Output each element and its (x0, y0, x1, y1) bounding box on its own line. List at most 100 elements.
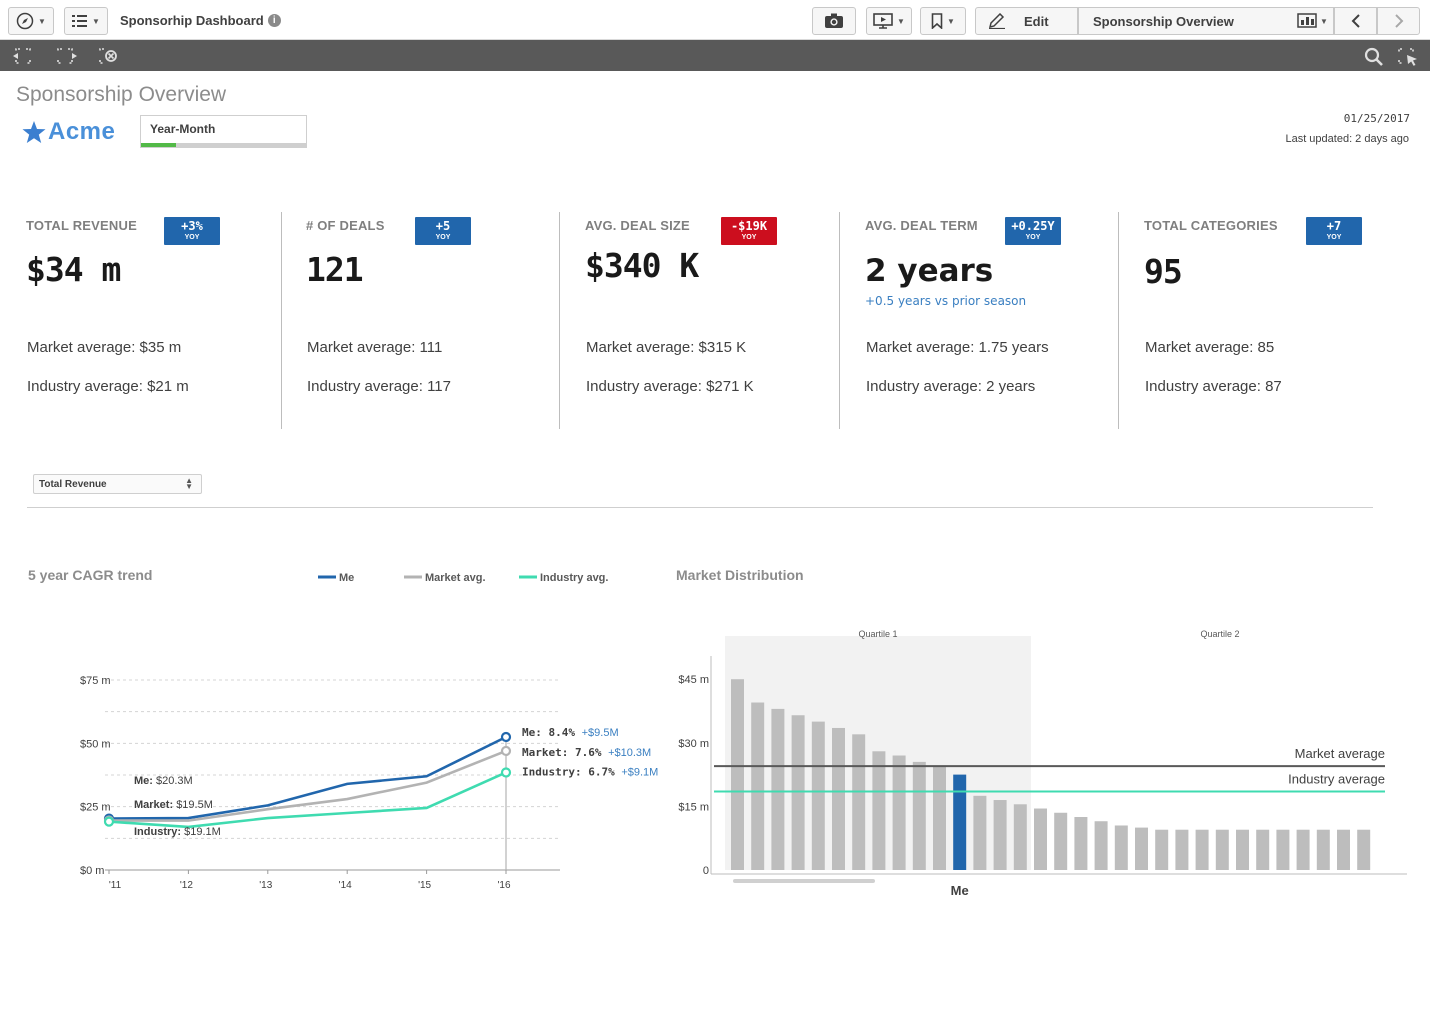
distribution-bar (791, 715, 805, 870)
kpi-number-of-deals: # OF DEALS +5 YOY 121 Market average: 111… (306, 210, 546, 430)
start-label-name: Market: (134, 799, 176, 811)
quartile-label: Quartile 2 (1200, 629, 1239, 639)
chevron-down-icon: ▼ (92, 16, 100, 26)
distribution-bar (832, 727, 845, 870)
clear-selections-icon[interactable] (96, 46, 120, 66)
yoy-badge: +3% YOY (164, 217, 220, 245)
badge-suffix: YOY (435, 234, 451, 241)
distribution-bar (771, 708, 785, 870)
distribution-bar (912, 761, 926, 870)
chevron-down-icon: ▼ (947, 16, 955, 26)
x-tick-label: '14 (339, 880, 352, 891)
next-sheet-button[interactable] (1377, 7, 1420, 35)
info-icon[interactable]: i (267, 14, 281, 27)
distribution-bar (811, 721, 825, 870)
sheet-list-button[interactable]: ▼ (64, 7, 108, 35)
pencil-icon (988, 13, 1005, 29)
kpi-label: AVG. DEAL TERM (865, 218, 978, 233)
kpi-market-average: Market average: 1.75 years (866, 339, 1049, 356)
market-distribution-chart[interactable]: Quartile 1 Quartile 2 0 $15 m $30 m $45 m Me Ma… (665, 620, 1410, 905)
sheet-grid-icon (1297, 13, 1317, 28)
measure-select[interactable]: Total Revenue ▲ ▼ (33, 474, 202, 494)
chevron-down-icon: ▼ (897, 16, 905, 26)
distribution-bar (1195, 829, 1209, 870)
reference-line-label: Industry average (1288, 772, 1385, 787)
previous-sheet-button[interactable] (1334, 7, 1377, 35)
badge-value: +0.25Y (1011, 219, 1055, 233)
kpi-divider (281, 212, 282, 429)
yoy-badge: +0.25Y YOY (1005, 217, 1061, 245)
selection-back-icon[interactable] (12, 46, 36, 66)
distribution-bar (993, 800, 1007, 870)
star-icon (22, 121, 46, 143)
series-start-label: Industry: $19.1M (134, 826, 221, 838)
search-icon[interactable] (1362, 46, 1386, 66)
snapshot-button[interactable] (812, 7, 856, 35)
cagr-trend-chart[interactable]: Me Market avg. Industry avg. $0 m $25 m $50 m… (0, 560, 670, 905)
sheet-selector[interactable]: Sponsorship Overview ▼ (1078, 7, 1334, 35)
kpi-value: $34 m (26, 250, 121, 289)
line-chart-title: 5 year CAGR trend (28, 567, 153, 583)
end-label-delta: +$10.3M (608, 747, 651, 759)
list-icon (72, 15, 88, 27)
start-label-value: $19.5M (176, 799, 213, 811)
kpi-industry-average: Industry average: 87 (1145, 378, 1282, 395)
x-tick-label: '12 (180, 880, 193, 891)
series-end-point (500, 745, 512, 757)
series-line (109, 749, 507, 822)
badge-suffix: YOY (1326, 234, 1342, 241)
distribution-bar (1034, 808, 1047, 870)
start-label-name: Industry: (134, 826, 184, 838)
chart-scrollbar (733, 879, 875, 883)
measure-select-value: Total Revenue (39, 479, 107, 490)
bookmark-button[interactable]: ▼ (920, 7, 966, 35)
chevron-left-icon (1351, 14, 1360, 28)
kpi-industry-average: Industry average: 2 years (866, 378, 1036, 395)
legend-label: Me (339, 572, 354, 584)
kpi-market-average: Market average: 85 (1145, 339, 1275, 356)
compass-icon (16, 12, 34, 30)
distribution-bar (892, 755, 906, 870)
end-label-delta: +$9.1M (621, 766, 658, 778)
distribution-bar (731, 679, 744, 870)
year-month-filter[interactable]: Year-Month (140, 115, 307, 148)
distribution-bar (1296, 829, 1310, 870)
y-tick-label: $0 m (80, 865, 104, 877)
legend-label: Market avg. (425, 572, 486, 584)
app-title-text: Sponsorhip Dashboard (120, 13, 264, 28)
distribution-bar (973, 795, 987, 870)
present-button[interactable]: ▼ (866, 7, 912, 35)
y-tick-label: $50 m (80, 738, 111, 750)
kpi-label: TOTAL REVENUE (26, 218, 137, 233)
kpi-total-categories: TOTAL CATEGORIES +7 YOY 95 Market average… (1144, 210, 1384, 430)
series-start-label: Market: $19.5M (134, 799, 213, 811)
distribution-bar (1013, 804, 1027, 870)
navigation-menu-button[interactable]: ▼ (8, 7, 54, 35)
series-start-label: Me: $20.3M (134, 775, 193, 787)
section-divider (27, 507, 1373, 508)
select-arrows-icon: ▲ ▼ (185, 476, 193, 491)
chevron-down-icon: ▼ (38, 16, 46, 26)
kpi-avg-deal-size: AVG. DEAL SIZE -$19K YOY $340 K Market av… (585, 210, 825, 430)
kpi-value: 121 (306, 250, 364, 289)
chevron-down-icon: ▼ (1320, 17, 1328, 26)
badge-suffix: YOY (741, 234, 757, 241)
x-tick-label: '16 (497, 880, 510, 891)
kpi-divider (839, 212, 840, 429)
selection-tool-icon[interactable] (1396, 46, 1420, 66)
edit-button[interactable]: Edit (975, 7, 1078, 35)
selection-forward-icon[interactable] (54, 46, 78, 66)
y-tick-label: $15 m (678, 801, 709, 813)
bar-chart-title: Market Distribution (676, 567, 804, 583)
kpi-value: 95 (1144, 252, 1183, 291)
quartile-label: Quartile 1 (858, 629, 897, 639)
legend-label: Industry avg. (540, 572, 608, 584)
highlight-bar (953, 774, 967, 870)
badge-suffix: YOY (1025, 234, 1041, 241)
app-title: Sponsorhip Dashboard i (120, 13, 281, 28)
distribution-bar (1054, 812, 1068, 870)
distribution-bar (933, 766, 946, 870)
series-start-point (103, 816, 115, 827)
end-label-name: Industry: 6.7% (522, 765, 621, 778)
badge-value: +3% (181, 219, 203, 233)
